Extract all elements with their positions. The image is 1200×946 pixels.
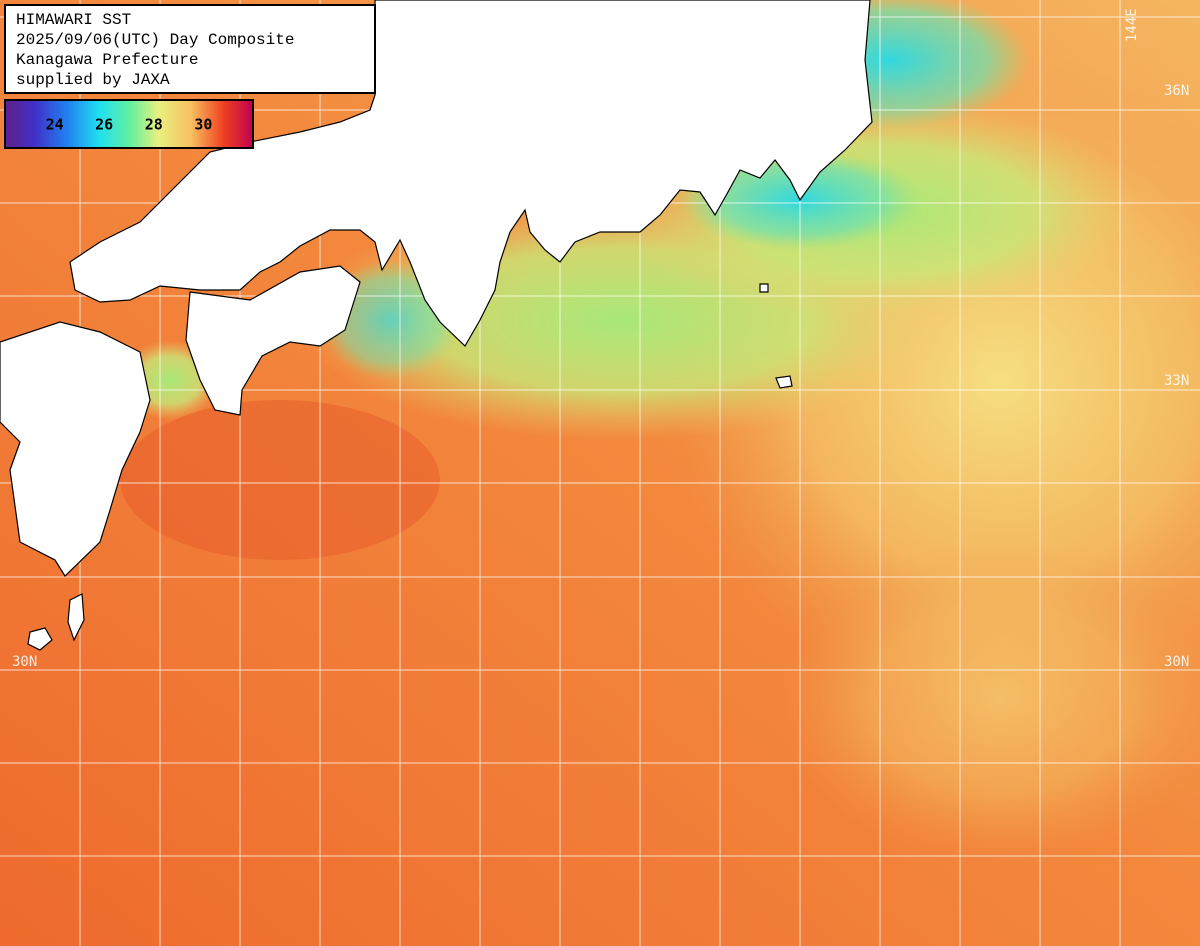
grid-labels: 136E 144E 36N 33N 30N 30N — [12, 8, 1189, 670]
lat-label: 36N — [1164, 83, 1189, 99]
colorbar-tick-label: 30 — [194, 116, 212, 134]
land — [0, 0, 873, 651]
header-line: Kanagawa Prefecture — [16, 51, 198, 69]
colorbar: 24 26 28 30 — [4, 99, 254, 149]
header-line: supplied by JAXA — [16, 71, 170, 89]
lon-label: 136E — [484, 8, 500, 42]
colorbar-tick-label: 26 — [95, 116, 113, 134]
header-line: HIMAWARI SST — [16, 11, 131, 29]
lat-label: 30N — [1164, 654, 1189, 670]
header-box: HIMAWARI SST 2025/09/06(UTC) Day Composi… — [4, 4, 376, 94]
colorbar-tick-label: 24 — [46, 116, 64, 134]
colorbar-tick-label: 28 — [145, 116, 163, 134]
header-line: 2025/09/06(UTC) Day Composite — [16, 31, 294, 49]
lat-label: 33N — [1164, 373, 1189, 389]
lon-label: 144E — [1124, 8, 1140, 42]
lat-label: 30N — [12, 654, 37, 670]
